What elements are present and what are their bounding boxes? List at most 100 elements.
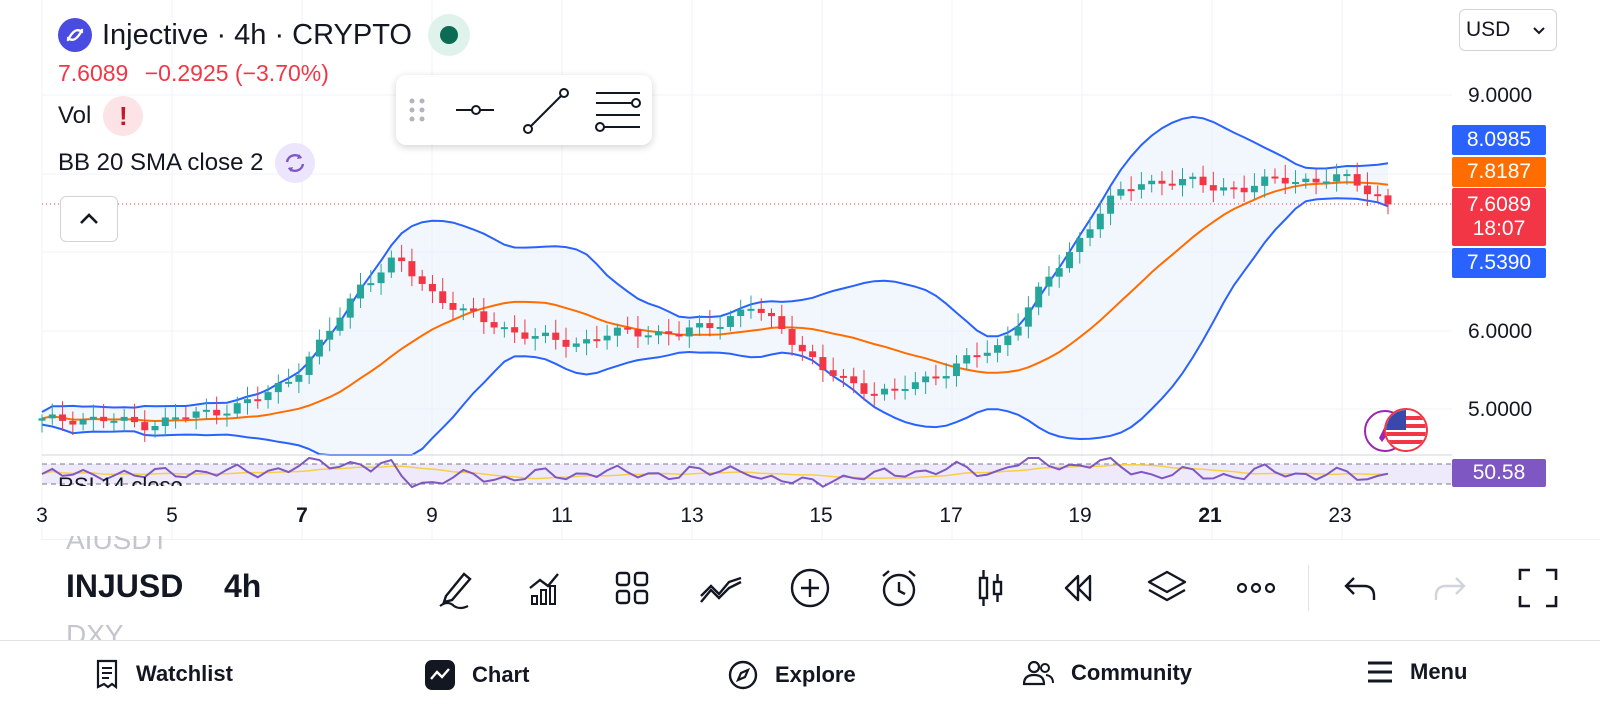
toolbar-divider	[1308, 565, 1309, 611]
nav-label: Chart	[472, 662, 530, 687]
bb-basis-tag: 7.8187	[1452, 157, 1546, 187]
trend-line-icon[interactable]	[523, 88, 569, 134]
compass-icon	[728, 660, 758, 690]
alert-clock-icon[interactable]	[875, 560, 923, 616]
candle-body	[1199, 176, 1207, 186]
ticker-row[interactable]: DXY 1D	[66, 618, 124, 640]
time-axis-label: 5	[166, 504, 178, 527]
undo-icon[interactable]	[1336, 560, 1384, 616]
candle-body	[1250, 185, 1258, 193]
candle-body	[1076, 237, 1084, 253]
candle-body	[1302, 178, 1310, 183]
candle-body	[233, 403, 241, 414]
candle-body	[254, 399, 262, 402]
sync-icon[interactable]	[275, 143, 316, 183]
currency-select[interactable]: USD	[1459, 9, 1557, 51]
candle-body	[213, 409, 221, 416]
replay-icon[interactable]	[1054, 560, 1102, 616]
candle-body	[829, 370, 837, 376]
chevron-down-icon	[1533, 26, 1545, 34]
candle-body	[192, 411, 200, 418]
candle-body	[531, 336, 539, 339]
nav-community[interactable]: Community	[1021, 659, 1192, 687]
candle-body	[38, 418, 46, 421]
candle-body	[202, 409, 210, 412]
candle-body	[624, 327, 632, 330]
ticker-symbol: AIUSDT	[66, 536, 169, 554]
candle-body	[778, 316, 786, 330]
us-flag-icon[interactable]	[1384, 408, 1428, 452]
candle-body	[1230, 187, 1238, 190]
nav-label: Watchlist	[136, 661, 233, 686]
candle-body	[161, 417, 169, 427]
time-axis-label: 21	[1198, 504, 1222, 527]
symbol-header[interactable]: Injective · 4h · CRYPTO	[58, 14, 470, 56]
candle-body	[69, 420, 77, 425]
nav-label: Explore	[775, 662, 856, 687]
indicators-icon[interactable]	[520, 560, 568, 616]
fullscreen-icon[interactable]	[1514, 560, 1562, 616]
candle-body	[798, 344, 806, 352]
nav-chart[interactable]: Chart	[424, 659, 529, 691]
candle-body	[1065, 252, 1073, 269]
horizontal-ray-icon[interactable]	[456, 105, 494, 115]
add-icon[interactable]	[786, 560, 834, 616]
drawing-toolbar[interactable]	[396, 75, 652, 145]
layers-icon[interactable]	[1143, 560, 1191, 616]
candle-body	[603, 335, 611, 341]
candle-body	[685, 327, 693, 337]
candle-body	[223, 413, 231, 416]
bb-legend[interactable]: BB 20 SMA close 2	[58, 143, 316, 183]
candles-icon[interactable]	[966, 560, 1014, 616]
candle-body	[809, 351, 817, 358]
currency-value: USD	[1466, 18, 1511, 41]
candle-body	[952, 363, 960, 377]
candle-body	[1096, 213, 1104, 230]
price-chart[interactable]	[0, 0, 1600, 540]
community-icon	[1022, 660, 1054, 686]
parallel-channel-icon[interactable]	[595, 92, 641, 132]
more-icon[interactable]	[1232, 560, 1280, 616]
error-icon[interactable]: !	[103, 96, 144, 136]
layout-icon[interactable]	[608, 560, 656, 616]
time-axis-label: 17	[939, 504, 963, 527]
price-axis-label: 6.0000	[1468, 320, 1533, 343]
candle-body	[716, 326, 724, 329]
market-status-icon[interactable]	[427, 14, 470, 56]
candle-body	[449, 303, 457, 310]
drag-handle-icon[interactable]	[409, 98, 425, 122]
nav-watchlist[interactable]: Watchlist	[94, 659, 233, 689]
candle-body	[675, 334, 683, 337]
candle-body	[439, 291, 447, 304]
trend-icon[interactable]	[697, 560, 745, 616]
candle-body	[1055, 268, 1063, 277]
nav-explore[interactable]: Explore	[727, 659, 856, 691]
candle-body	[583, 339, 591, 344]
candle-body	[1189, 176, 1197, 179]
candle-body	[1137, 184, 1145, 190]
ticker-row[interactable]: AIUSDT 1h	[66, 536, 169, 554]
current-price-tag: 7.6089 18:07	[1452, 188, 1546, 246]
candle-body	[839, 375, 847, 378]
ticker-row-selected[interactable]: INJUSD 4h	[66, 568, 261, 605]
candle-body	[1045, 276, 1053, 287]
pencil-icon[interactable]	[430, 560, 478, 616]
candle-body	[757, 308, 765, 313]
candle-body	[1322, 181, 1330, 184]
bb-label: BB 20 SMA close 2	[58, 149, 264, 176]
collapse-legend-button[interactable]	[60, 196, 118, 242]
candle-body	[120, 416, 128, 421]
candle-body	[1014, 326, 1022, 336]
rsi-legend-label[interactable]: RSI 14 close	[58, 473, 183, 486]
time-axis-label: 3	[36, 504, 48, 527]
candle-body	[819, 357, 827, 371]
candle-body	[922, 376, 930, 383]
candle-body	[1035, 286, 1043, 308]
candle-body	[644, 335, 652, 338]
symbol-title[interactable]: Injective · 4h · CRYPTO	[102, 18, 412, 51]
vol-legend[interactable]: Vol !	[58, 96, 144, 136]
nav-menu[interactable]: Menu	[1366, 659, 1467, 685]
vol-label: Vol	[58, 102, 92, 129]
candle-body	[747, 308, 755, 311]
time-axis-label: 13	[680, 504, 704, 527]
